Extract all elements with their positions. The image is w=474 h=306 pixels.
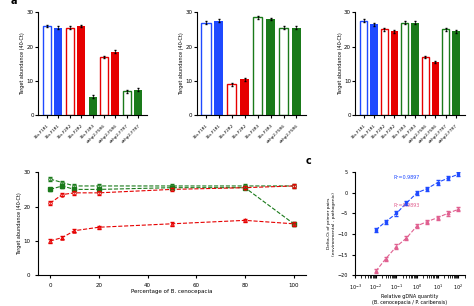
Bar	[401, 23, 408, 115]
Bar	[253, 17, 262, 115]
Bar	[201, 23, 210, 115]
Bar	[123, 91, 131, 115]
Bar	[228, 84, 237, 115]
Bar	[411, 23, 419, 115]
Bar	[111, 52, 119, 115]
Bar	[89, 96, 97, 115]
Bar	[292, 28, 301, 115]
Text: a: a	[10, 0, 17, 6]
Y-axis label: Target abundance (40-Ct): Target abundance (40-Ct)	[179, 32, 184, 95]
Bar	[266, 19, 275, 115]
Bar	[240, 79, 249, 115]
Bar	[421, 57, 429, 115]
Bar	[77, 26, 85, 115]
X-axis label: Percentage of B. cenocepacia: Percentage of B. cenocepacia	[131, 289, 213, 294]
Text: R²=0.9897: R²=0.9897	[393, 175, 420, 180]
X-axis label: Relative gDNA quantity
(B. cenocepacia / P. caribensis): Relative gDNA quantity (B. cenocepacia /…	[372, 294, 447, 304]
Bar	[279, 28, 288, 115]
Bar	[360, 21, 367, 115]
Bar	[370, 24, 377, 115]
Text: R²=0.9893: R²=0.9893	[393, 203, 420, 208]
Bar	[442, 29, 449, 115]
Bar	[100, 57, 108, 115]
Text: c: c	[306, 156, 312, 166]
Bar	[214, 21, 223, 115]
Bar	[134, 90, 142, 115]
Y-axis label: Target abundance (40-Ct): Target abundance (40-Ct)	[20, 32, 26, 95]
Bar	[66, 28, 74, 115]
Bar	[43, 26, 51, 115]
Bar	[432, 62, 439, 115]
Bar	[452, 31, 460, 115]
Bar	[391, 31, 398, 115]
Y-axis label: Delta-Ct of primer pairs
(environmental - pathogenic): Delta-Ct of primer pairs (environmental …	[327, 192, 336, 256]
Bar	[381, 29, 388, 115]
Y-axis label: Target abundance (40-Ct): Target abundance (40-Ct)	[17, 192, 22, 255]
Bar	[55, 28, 62, 115]
Y-axis label: Target abundance (40-Ct): Target abundance (40-Ct)	[337, 32, 343, 95]
